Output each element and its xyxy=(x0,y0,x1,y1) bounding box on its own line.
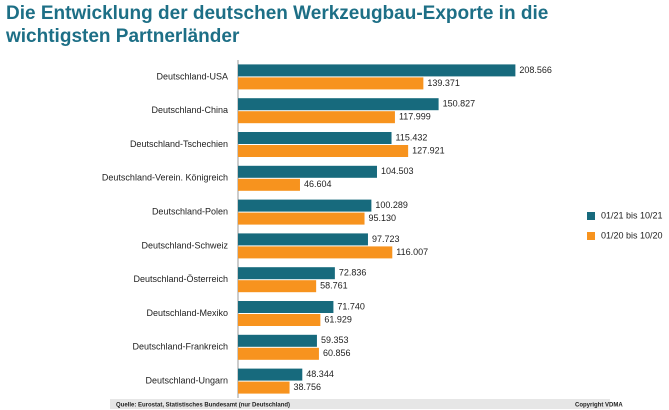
bar xyxy=(238,165,377,178)
bar xyxy=(238,233,368,246)
bar xyxy=(238,301,334,313)
legend-swatch xyxy=(587,232,595,240)
y-tick-label: Deutschland-Tschechien xyxy=(130,139,228,149)
y-tick-label: Deutschland-China xyxy=(151,105,228,115)
value-label: 97.723 xyxy=(372,234,400,244)
value-label: 104.503 xyxy=(381,166,414,176)
bar xyxy=(238,145,409,157)
chart-title: Die Entwicklung der deutschen Werkzeugba… xyxy=(6,3,549,47)
value-label: 208.566 xyxy=(519,65,552,75)
value-label: 139.371 xyxy=(427,78,460,88)
y-tick-label: Deutschland-USA xyxy=(156,71,228,81)
value-label: 61.929 xyxy=(324,314,352,324)
value-label: 115.432 xyxy=(396,132,428,142)
value-label: 116.007 xyxy=(396,247,428,257)
y-tick-label: Deutschland-Ungarn xyxy=(145,375,228,385)
footer-band xyxy=(110,399,610,409)
bar xyxy=(238,98,439,111)
y-tick-label: Deutschland-Österreich xyxy=(133,274,228,284)
value-label: 59.353 xyxy=(321,335,349,345)
value-label: 46.604 xyxy=(304,179,332,189)
copyright: Copyright VDMA xyxy=(575,403,623,409)
source: Quelle: Eurostat, Statistisches Bundesam… xyxy=(116,403,290,409)
y-tick-label: Deutschland-Polen xyxy=(152,206,228,216)
value-label: 60.856 xyxy=(323,348,351,358)
bar xyxy=(238,381,290,394)
value-label: 71.740 xyxy=(337,301,365,311)
value-label: 38.756 xyxy=(294,382,322,392)
bar xyxy=(238,280,317,293)
value-label: 127.921 xyxy=(412,145,445,155)
y-tick-label: Deutschland-Frankreich xyxy=(132,342,228,352)
legend-swatch xyxy=(587,212,595,220)
bar xyxy=(238,347,319,360)
bar xyxy=(238,132,392,144)
bar xyxy=(238,246,393,259)
bar xyxy=(238,178,300,191)
y-tick-label: Deutschland-Schweiz xyxy=(141,240,228,250)
value-label: 72.836 xyxy=(339,268,367,278)
value-label: 117.999 xyxy=(399,112,431,122)
bar xyxy=(238,64,516,77)
y-tick-label: Deutschland-Mexiko xyxy=(146,308,228,318)
y-tick-label: Deutschland-Verein. Königreich xyxy=(102,173,228,183)
bar xyxy=(238,368,303,381)
bar xyxy=(238,111,395,124)
bar xyxy=(238,314,321,326)
value-label: 48.344 xyxy=(306,369,334,379)
bar xyxy=(238,212,365,225)
value-label: 58.761 xyxy=(320,281,348,291)
bar xyxy=(238,267,335,280)
value-label: 150.827 xyxy=(443,99,476,109)
bar xyxy=(238,199,372,212)
value-label: 100.289 xyxy=(375,200,408,210)
bar xyxy=(238,334,317,347)
value-label: 95.130 xyxy=(369,213,397,223)
bar xyxy=(238,77,424,90)
legend-label: 01/21 bis 10/21 xyxy=(601,210,663,220)
legend-label: 01/20 bis 10/20 xyxy=(601,230,663,240)
